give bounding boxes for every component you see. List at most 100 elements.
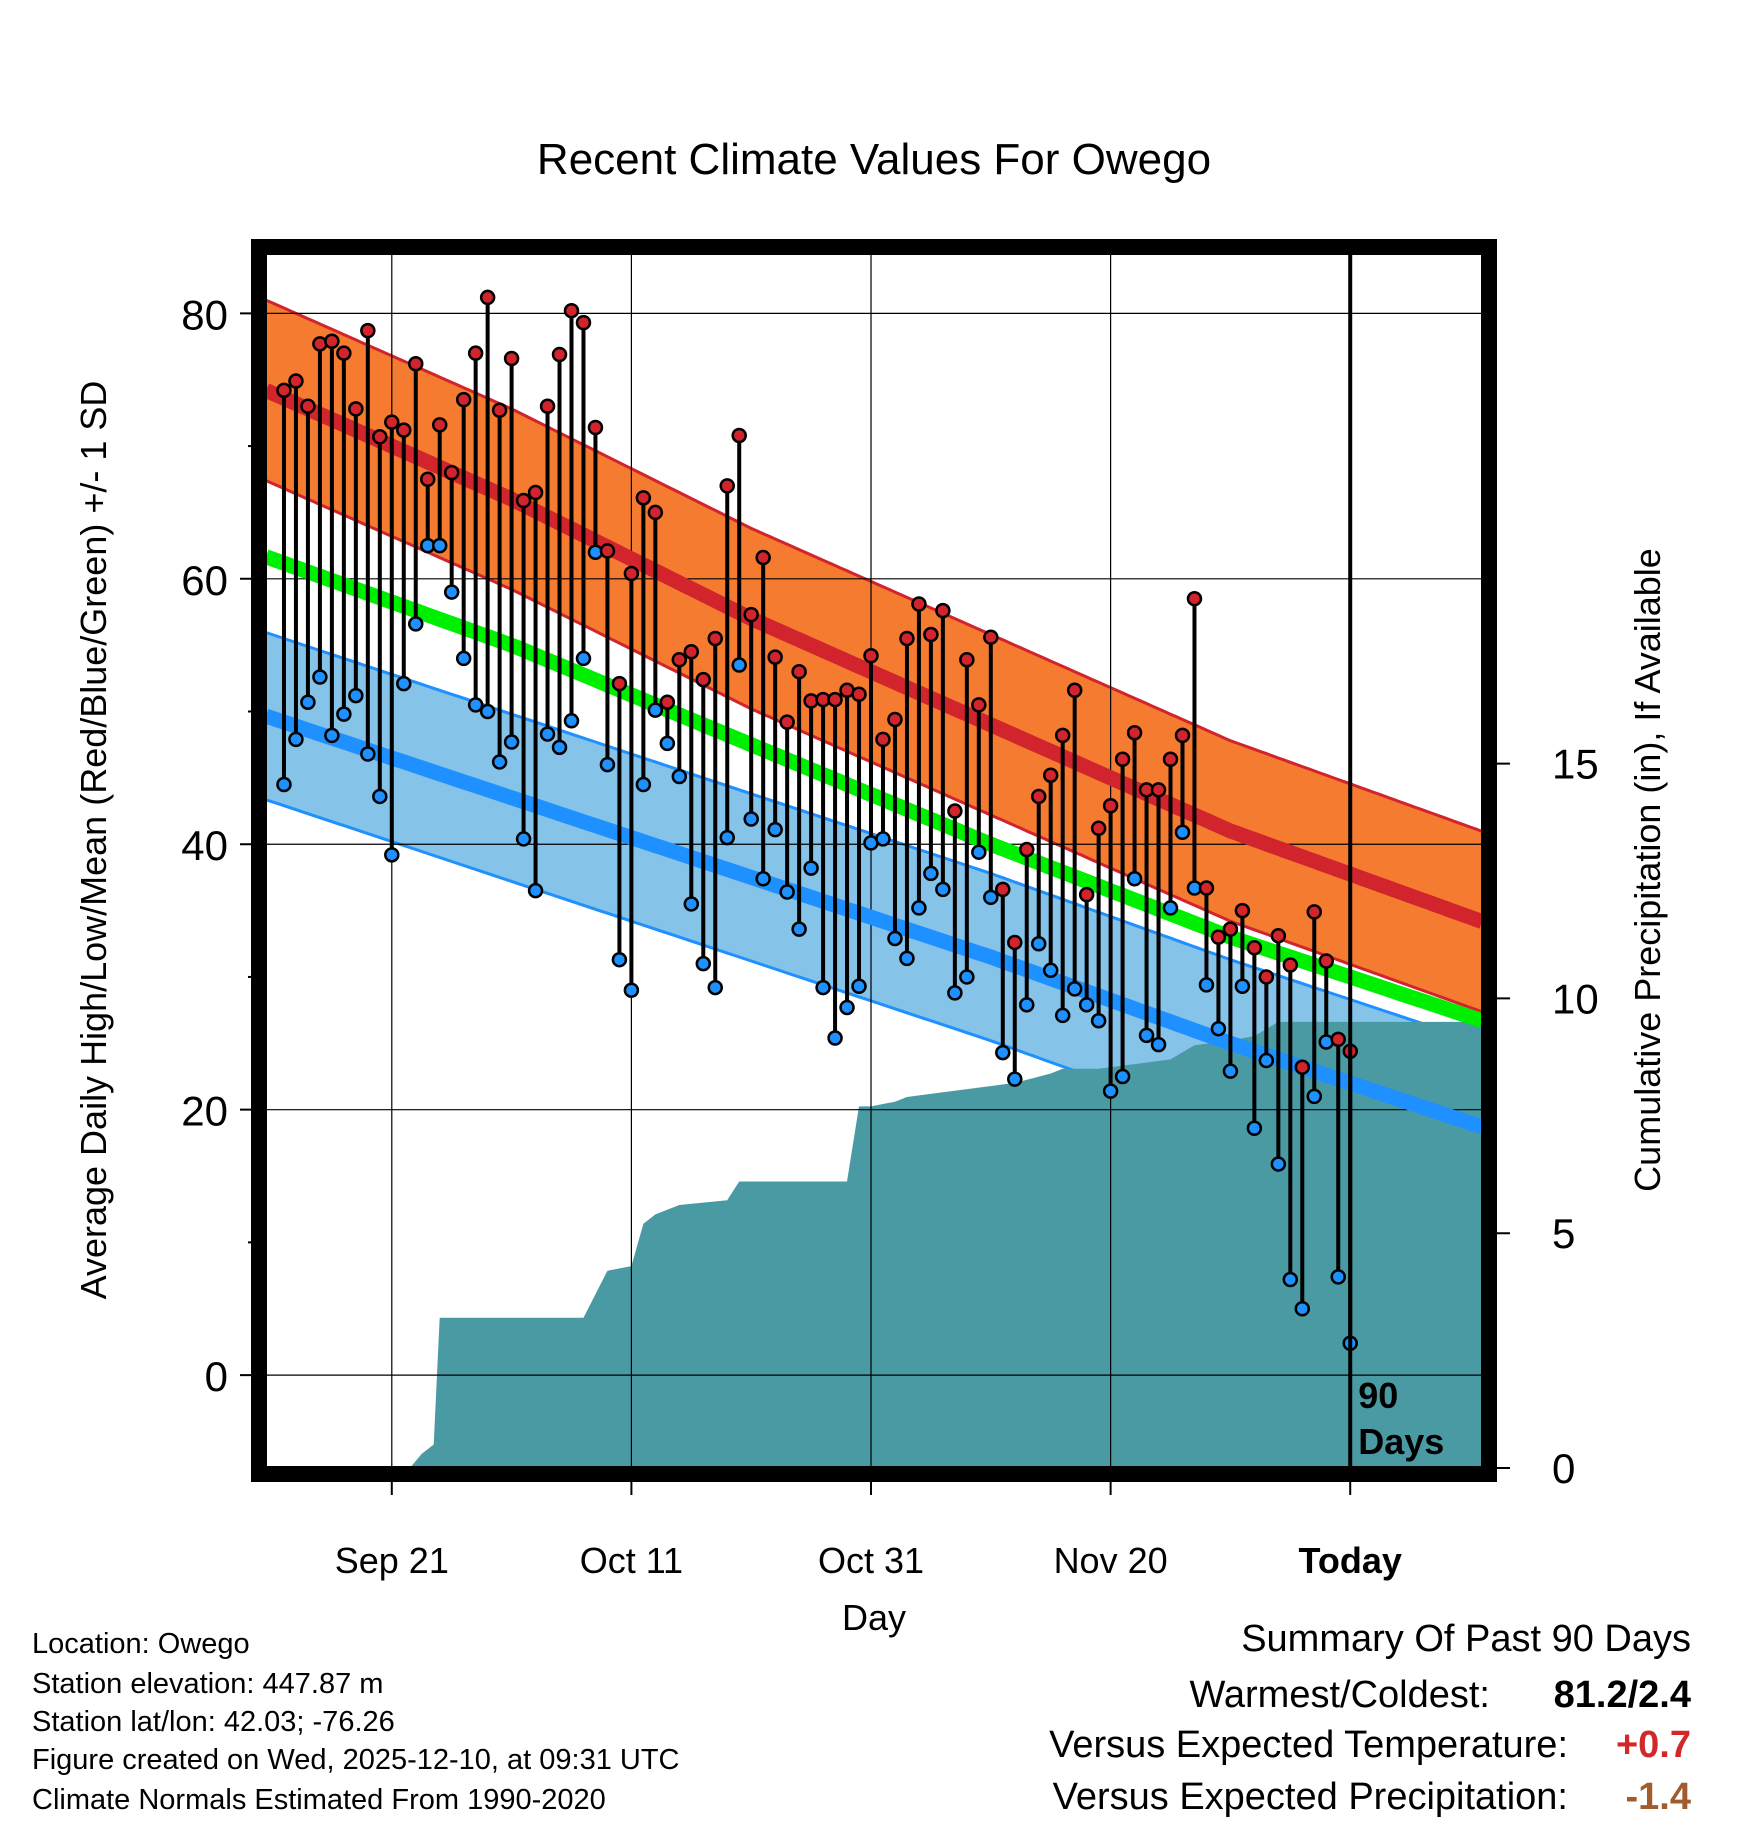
- precip-area: [271, 1021, 1482, 1468]
- daily-low-point: [779, 884, 795, 900]
- axes: 0 20 40 60 80 0 5 10 15 Sep 21 Oct 11 Oct 31 Nov 20 T…: [181, 291, 1598, 1581]
- daily-low-point: [947, 985, 963, 1001]
- daily-low-point: [851, 978, 867, 994]
- daily-low-point: [527, 882, 544, 899]
- daily-high-point: [1054, 727, 1071, 744]
- daily-high-point: [1234, 902, 1251, 919]
- daily-high-point: [1114, 751, 1131, 768]
- daily-high-point: [647, 504, 664, 521]
- x-tick-label: Oct 11: [580, 1540, 683, 1581]
- daily-low-point: [551, 739, 568, 756]
- daily-low-point: [971, 844, 987, 860]
- daily-low-point: [983, 889, 999, 906]
- y2-axis-label: Cumulative Precipitation (in), If Availa…: [1627, 548, 1668, 1192]
- daily-low-point: [1162, 900, 1179, 916]
- daily-high-point: [1150, 782, 1167, 798]
- daily-high-point: [431, 417, 448, 433]
- daily-low-point: [1126, 870, 1143, 887]
- daily-low-point: [1042, 962, 1059, 979]
- daily-low-point: [1007, 1071, 1023, 1087]
- daily-low-point: [384, 847, 400, 863]
- daily-high-point: [479, 289, 496, 306]
- today-days-number: 90: [1358, 1375, 1398, 1416]
- daily-low-point: [479, 703, 496, 720]
- daily-low-point: [1198, 977, 1215, 993]
- daily-high-point: [300, 398, 316, 415]
- daily-low-point: [312, 669, 328, 685]
- daily-low-point: [719, 829, 735, 846]
- y2-tick-label: 5: [1552, 1210, 1575, 1257]
- daily-high-point: [587, 419, 604, 436]
- daily-low-point: [899, 950, 915, 967]
- daily-high-point: [1306, 904, 1323, 920]
- daily-high-point: [743, 606, 759, 623]
- daily-low-point: [443, 584, 460, 600]
- daily-low-point: [300, 694, 316, 710]
- daily-high-point: [360, 322, 376, 339]
- daily-high-point: [635, 490, 652, 506]
- daily-low-point: [396, 675, 412, 692]
- daily-low-point: [1102, 1083, 1119, 1099]
- daily-low-point: [324, 727, 340, 744]
- y-tick-label: 60: [181, 557, 228, 604]
- daily-low-point: [827, 1030, 843, 1046]
- daily-high-point: [971, 697, 987, 713]
- daily-high-point: [384, 414, 400, 430]
- daily-low-point: [408, 616, 424, 632]
- chart-title: Recent Climate Values For Owego: [537, 135, 1211, 184]
- daily-low-point: [875, 831, 891, 847]
- daily-low-point: [887, 930, 903, 947]
- daily-high-point: [503, 350, 520, 367]
- daily-low-point: [455, 650, 472, 667]
- normals-text: Climate Normals Estimated From 1990-2020: [32, 1784, 606, 1816]
- daily-low-point: [767, 821, 783, 838]
- daily-high-point: [911, 596, 927, 612]
- daily-high-point: [707, 630, 724, 647]
- daily-low-point: [911, 900, 927, 916]
- daily-high-point: [491, 402, 508, 418]
- x-tick-label: Sep 21: [335, 1540, 449, 1581]
- daily-low-point: [1090, 1012, 1107, 1029]
- daily-low-point: [336, 706, 352, 722]
- daily-low-point: [563, 713, 580, 729]
- daily-low-point: [683, 896, 700, 912]
- daily-high-point: [575, 314, 592, 331]
- daily-low-point: [671, 768, 688, 785]
- plot-area: [266, 247, 1482, 1468]
- daily-high-point: [1042, 767, 1059, 783]
- daily-low-point: [1282, 1271, 1299, 1288]
- daily-low-point: [515, 831, 532, 847]
- daily-high-point: [947, 803, 963, 819]
- daily-low-point: [276, 776, 292, 793]
- daily-high-point: [443, 464, 460, 481]
- daily-low-point: [288, 731, 304, 748]
- y-tick-label: 40: [181, 822, 228, 869]
- daily-high-point: [1066, 682, 1083, 699]
- daily-low-point: [803, 860, 819, 876]
- daily-high-point: [1270, 928, 1287, 944]
- created-text: Figure created on Wed, 2025-12-10, at 09…: [32, 1744, 680, 1776]
- daily-low-point: [1246, 1120, 1263, 1136]
- daily-low-point: [503, 734, 520, 750]
- daily-high-point: [683, 644, 700, 660]
- daily-high-point: [791, 663, 807, 680]
- daily-low-point: [635, 776, 652, 793]
- elevation-text: Station elevation: 447.87 m: [32, 1668, 384, 1700]
- daily-high-point: [851, 686, 867, 703]
- daily-high-point: [1258, 969, 1275, 985]
- daily-low-point: [1270, 1156, 1287, 1172]
- temp-anomaly-label: Versus Expected Temperature:: [1049, 1724, 1568, 1766]
- daily-low-point: [491, 754, 508, 770]
- daily-high-point: [935, 602, 951, 619]
- daily-high-point: [1282, 957, 1299, 973]
- daily-high-point: [408, 356, 424, 372]
- precip-anomaly-value: -1.4: [1625, 1776, 1691, 1818]
- daily-low-point: [575, 650, 592, 667]
- daily-high-point: [372, 429, 388, 445]
- daily-low-point: [1258, 1052, 1275, 1069]
- y2-tick-label: 10: [1552, 975, 1599, 1022]
- daily-high-point: [276, 382, 292, 399]
- daily-low-point: [1306, 1088, 1323, 1105]
- daily-low-point: [467, 697, 484, 713]
- daily-high-point: [983, 629, 999, 645]
